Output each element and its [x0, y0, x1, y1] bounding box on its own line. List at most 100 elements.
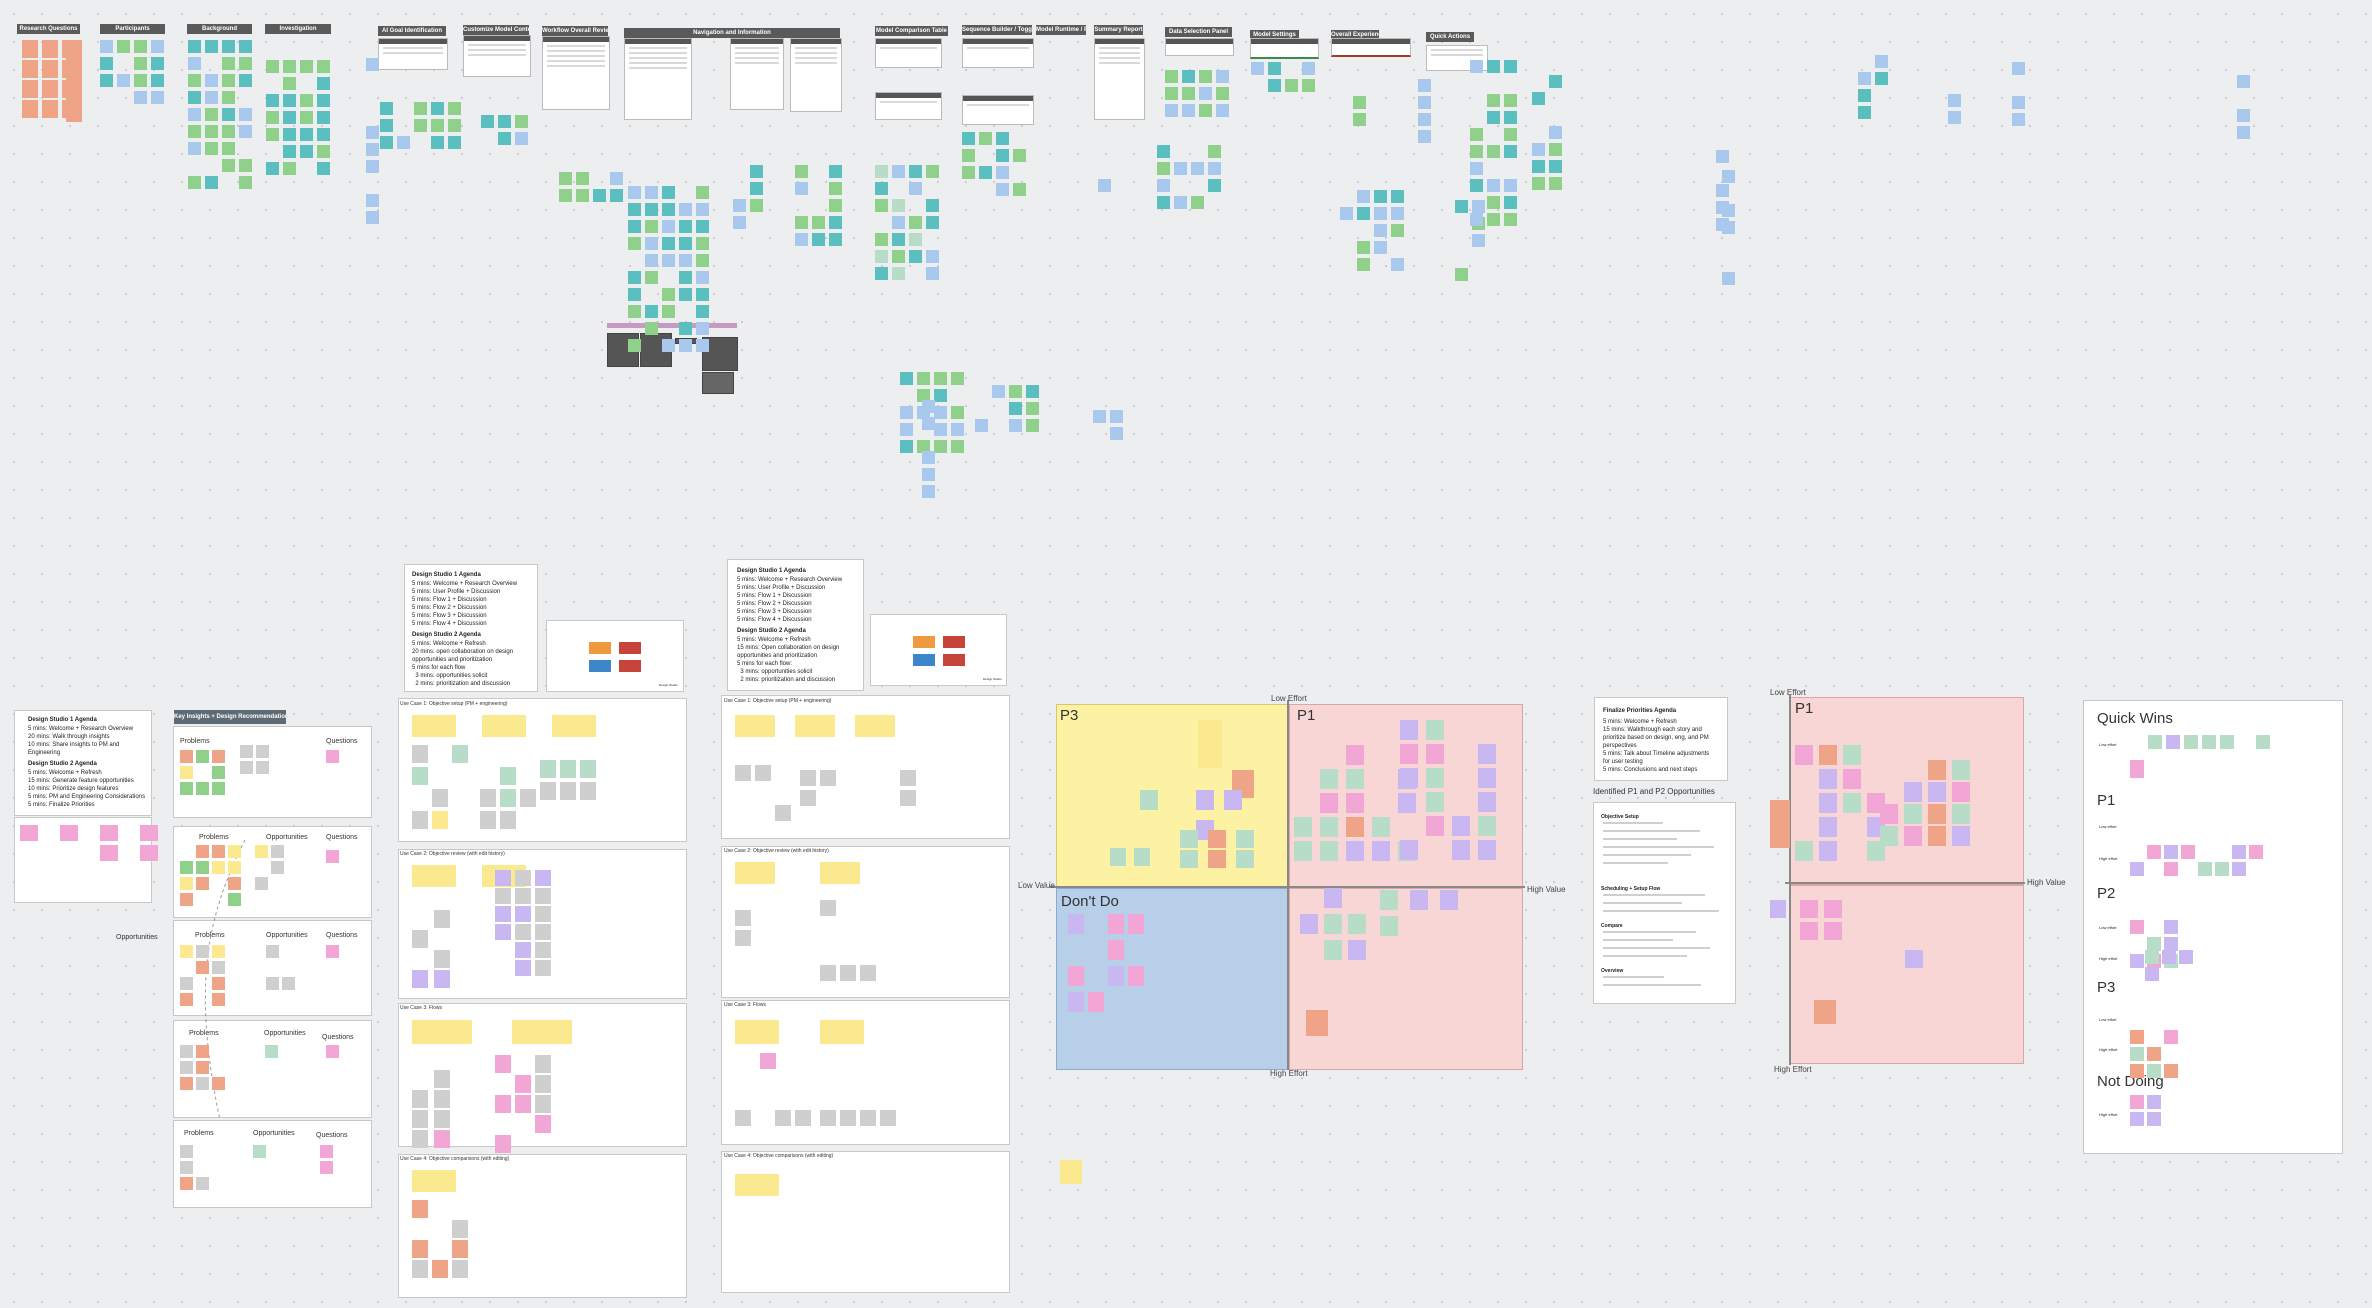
sticky-note[interactable] [610, 172, 623, 185]
sticky-note[interactable] [696, 288, 709, 301]
sticky-note[interactable] [735, 1110, 751, 1126]
sticky-note[interactable] [500, 767, 516, 785]
sticky-note[interactable] [1374, 224, 1387, 237]
sticky-note[interactable] [180, 977, 193, 990]
sticky-note[interactable] [662, 339, 675, 352]
sticky-note[interactable] [1400, 744, 1418, 764]
sticky-note[interactable] [180, 1061, 193, 1074]
sticky-note[interactable] [934, 406, 947, 419]
sticky-note[interactable] [212, 961, 225, 974]
sticky-note[interactable] [951, 440, 964, 453]
sticky-note[interactable] [1346, 793, 1364, 813]
sticky-note[interactable] [1380, 890, 1398, 910]
sticky-note[interactable] [2130, 920, 2144, 934]
sticky-note[interactable] [1346, 745, 1364, 765]
sticky-note[interactable] [917, 372, 930, 385]
sticky-note[interactable] [515, 960, 531, 976]
sticky-note[interactable] [222, 74, 235, 87]
sticky-note[interactable] [1770, 900, 1786, 918]
sticky-note[interactable] [934, 423, 947, 436]
sticky-note[interactable] [2147, 1095, 2161, 1109]
sticky-note[interactable] [271, 845, 284, 858]
sticky-note[interactable] [212, 993, 225, 1006]
sticky-note[interactable] [212, 845, 225, 858]
sticky-note[interactable] [1208, 850, 1226, 868]
sticky-note[interactable] [628, 186, 641, 199]
sticky-note[interactable] [1093, 410, 1106, 423]
sticky-note[interactable] [300, 111, 313, 124]
sticky-note[interactable] [196, 877, 209, 890]
sticky-note[interactable] [735, 715, 775, 737]
sticky-note[interactable] [1716, 201, 1729, 214]
sticky-note[interactable] [300, 128, 313, 141]
sticky-note[interactable] [628, 339, 641, 352]
sticky-note[interactable] [696, 305, 709, 318]
sticky-note[interactable] [283, 145, 296, 158]
sticky-note[interactable] [495, 924, 511, 940]
sticky-note[interactable] [180, 1077, 193, 1090]
sticky-note[interactable] [412, 745, 428, 763]
sticky-note[interactable] [1426, 792, 1444, 812]
sticky-note[interactable] [500, 811, 516, 829]
sticky-note[interactable] [1504, 128, 1517, 141]
sticky-note[interactable] [2130, 1030, 2144, 1044]
sticky-note[interactable] [559, 172, 572, 185]
sticky-note[interactable] [962, 132, 975, 145]
sticky-note[interactable] [1843, 769, 1861, 789]
sticky-note[interactable] [922, 468, 935, 481]
sticky-note[interactable] [926, 199, 939, 212]
sticky-note[interactable] [1795, 745, 1813, 765]
sticky-note[interactable] [951, 423, 964, 436]
sticky-note[interactable] [2130, 862, 2144, 876]
sticky-note[interactable] [1470, 179, 1483, 192]
sticky-note[interactable] [662, 305, 675, 318]
sticky-note[interactable] [2012, 113, 2025, 126]
sticky-note[interactable] [317, 111, 330, 124]
sticky-note[interactable] [1478, 792, 1496, 812]
sticky-note[interactable] [1165, 104, 1178, 117]
sticky-note[interactable] [892, 199, 905, 212]
sticky-note[interactable] [628, 203, 641, 216]
sticky-note[interactable] [750, 165, 763, 178]
sticky-note[interactable] [2232, 862, 2246, 876]
sticky-note[interactable] [1819, 745, 1837, 765]
sticky-note[interactable] [271, 861, 284, 874]
sticky-note[interactable] [1182, 87, 1195, 100]
sticky-note[interactable] [180, 1145, 193, 1158]
sticky-note[interactable] [326, 850, 339, 863]
sticky-note[interactable] [1324, 888, 1342, 908]
sticky-note[interactable] [1088, 992, 1104, 1012]
sticky-note[interactable] [283, 77, 296, 90]
sticky-note[interactable] [1455, 268, 1468, 281]
sticky-note[interactable] [1108, 966, 1124, 986]
sticky-note[interactable] [820, 900, 836, 916]
sticky-note[interactable] [1009, 385, 1022, 398]
sticky-note[interactable] [1357, 258, 1370, 271]
sticky-note[interactable] [2147, 845, 2161, 859]
sticky-note[interactable] [380, 102, 393, 115]
sticky-note[interactable] [266, 977, 279, 990]
sticky-note[interactable] [860, 965, 876, 981]
sticky-note[interactable] [820, 770, 836, 786]
sticky-note[interactable] [1300, 914, 1318, 934]
sticky-note[interactable] [265, 1045, 278, 1058]
sticky-note[interactable] [1948, 94, 1961, 107]
sticky-note[interactable] [800, 770, 816, 786]
sticky-note[interactable] [1716, 150, 1729, 163]
sticky-note[interactable] [300, 94, 313, 107]
sticky-note[interactable] [412, 1110, 428, 1128]
sticky-note[interactable] [1487, 196, 1500, 209]
sticky-note[interactable] [1374, 241, 1387, 254]
sticky-note[interactable] [1410, 890, 1428, 910]
sticky-note[interactable] [1128, 966, 1144, 986]
sticky-note[interactable] [1800, 922, 1818, 940]
sticky-note[interactable] [628, 220, 641, 233]
sticky-note[interactable] [552, 715, 596, 737]
sticky-note[interactable] [498, 132, 511, 145]
sticky-note[interactable] [2130, 760, 2144, 778]
sticky-note[interactable] [1391, 258, 1404, 271]
sticky-note[interactable] [1880, 804, 1898, 824]
sticky-note[interactable] [979, 132, 992, 145]
sticky-note[interactable] [645, 220, 658, 233]
sticky-note[interactable] [820, 1110, 836, 1126]
